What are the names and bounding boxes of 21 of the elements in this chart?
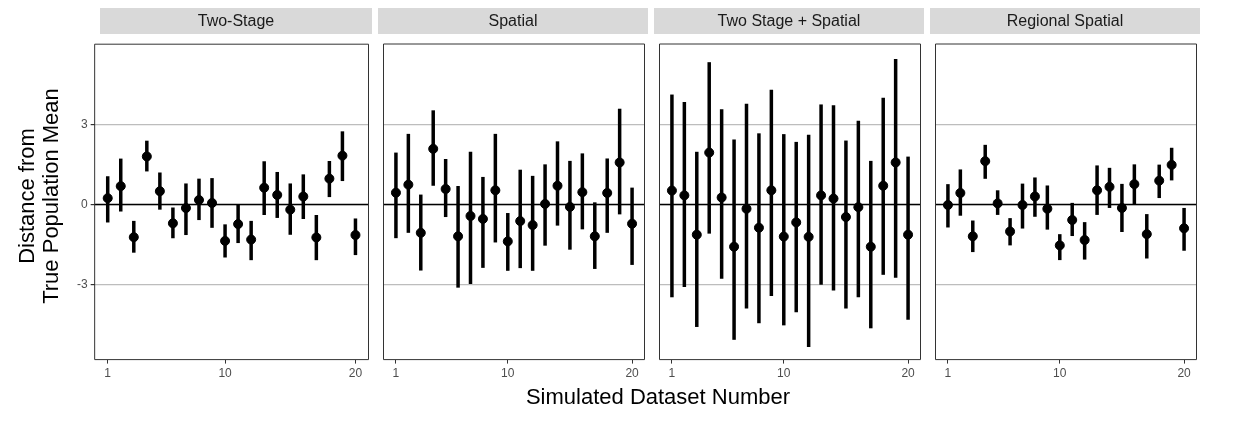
x-tick-label: 1: [392, 366, 400, 381]
y-axis-title: Distance from True Population Mean: [14, 87, 63, 306]
x-tick-label: 20: [348, 366, 363, 381]
chart-title: Spatial: [378, 8, 648, 34]
x-tick-label: 1: [668, 366, 676, 381]
y-tick-label: -3: [77, 277, 88, 292]
x-tick-label: 20: [625, 366, 640, 381]
chart-title: Two Stage + Spatial: [654, 8, 924, 34]
x-tick-label: 10: [218, 366, 233, 381]
x-tick-label: 10: [777, 366, 791, 381]
chart-title: Two-Stage: [100, 8, 372, 34]
x-tick-label: 1: [104, 366, 112, 381]
x-tick-label: 20: [901, 366, 916, 381]
y-tick-label: 3: [80, 116, 88, 131]
x-tick-label: 1: [944, 366, 952, 381]
x-tick-label: 20: [1177, 366, 1192, 381]
chart-title: Regional Spatial: [930, 8, 1200, 34]
x-tick-label: 10: [501, 366, 515, 381]
x-axis-title: Simulated Dataset Number: [524, 384, 792, 410]
y-tick-label: 0: [80, 196, 88, 211]
x-tick-label: 10: [1053, 366, 1067, 381]
